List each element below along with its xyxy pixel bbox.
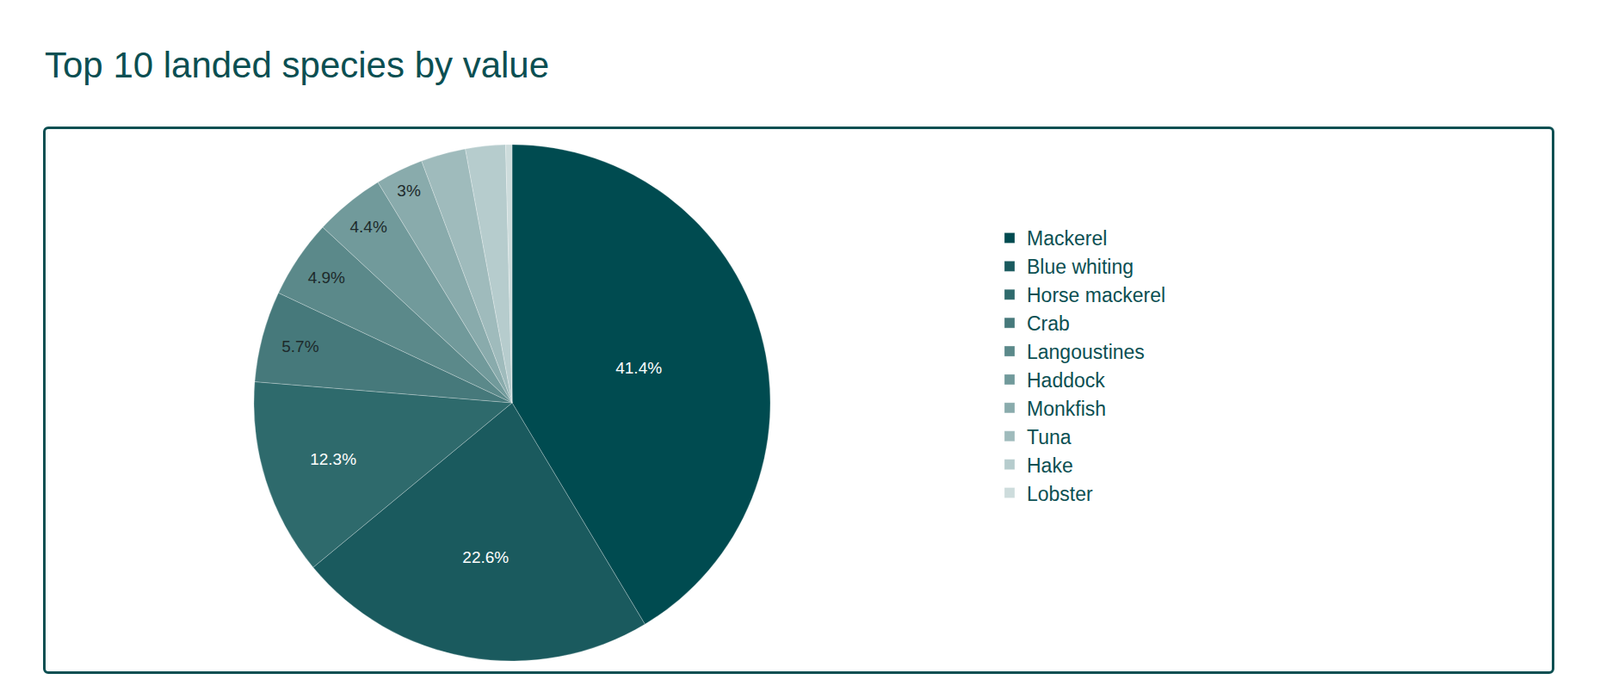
svg-text:3%: 3% <box>396 181 421 200</box>
svg-text:Hake: Hake <box>1026 454 1074 477</box>
html-text:Top 10 landed species by value: Top 10 landed species by value <box>44 44 550 86</box>
svg-text:Haddock: Haddock <box>1026 369 1106 392</box>
svg-text:22.6%: 22.6% <box>462 548 509 567</box>
svg-text:Blue whiting: Blue whiting <box>1026 255 1134 278</box>
svg-text:Tuna: Tuna <box>1026 426 1072 449</box>
svg-text:Monkfish: Monkfish <box>1026 397 1106 421</box>
svg-text:12.3%: 12.3% <box>309 450 357 469</box>
svg-text:4.4%: 4.4% <box>350 217 388 236</box>
svg-text:41.4%: 41.4% <box>615 358 662 377</box>
svg-text:Lobster: Lobster <box>1026 482 1094 506</box>
svg-text:Mackerel: Mackerel <box>1026 227 1107 250</box>
svg-text:Horse mackerel: Horse mackerel <box>1026 284 1166 307</box>
svg-text:Langoustines: Langoustines <box>1026 340 1145 364</box>
svg-text:4.9%: 4.9% <box>308 268 346 287</box>
svg-text:5.7%: 5.7% <box>281 337 319 356</box>
svg-text:Crab: Crab <box>1026 312 1070 335</box>
